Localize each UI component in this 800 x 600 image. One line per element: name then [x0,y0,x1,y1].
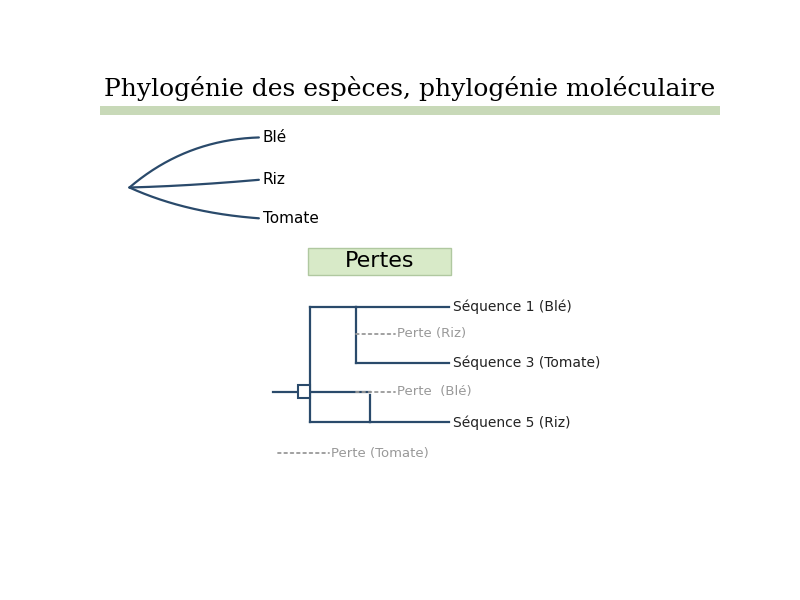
Text: Pertes: Pertes [345,251,414,271]
Bar [298,385,310,398]
Text: Blé: Blé [262,130,287,145]
Text: Séquence 5 (Riz): Séquence 5 (Riz) [453,415,570,430]
Bar [100,106,720,115]
Bar [308,248,451,275]
Text: Séquence 1 (Blé): Séquence 1 (Blé) [453,299,571,314]
Text: Perte (Riz): Perte (Riz) [397,328,466,340]
Text: Séquence 3 (Tomate): Séquence 3 (Tomate) [453,356,600,370]
Text: Tomate: Tomate [262,211,318,226]
Text: Perte (Tomate): Perte (Tomate) [331,446,429,460]
Text: Riz: Riz [262,172,286,187]
Text: Perte  (Blé): Perte (Blé) [397,385,471,398]
Text: Phylogénie des espèces, phylogénie moléculaire: Phylogénie des espèces, phylogénie moléc… [104,76,716,101]
